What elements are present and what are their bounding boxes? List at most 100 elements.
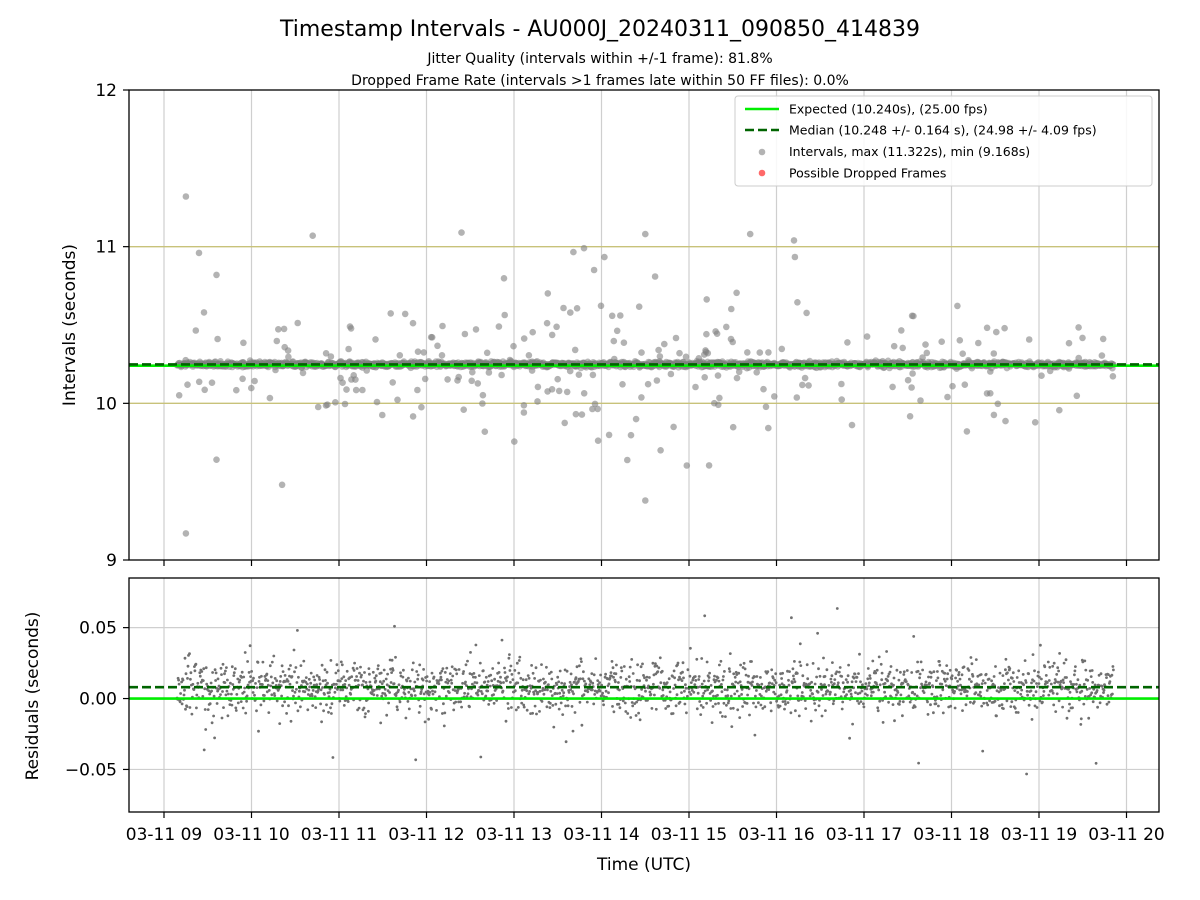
interval-point [529, 328, 536, 336]
residual-point [203, 687, 207, 691]
residual-point [1048, 665, 1052, 669]
residual-point [339, 688, 343, 692]
residual-point [849, 692, 853, 696]
interval-point [379, 411, 386, 419]
interval-point [200, 309, 208, 316]
residual-point [621, 699, 625, 703]
residual-point [530, 664, 533, 667]
residual-point [483, 680, 487, 684]
residual-point [705, 660, 709, 664]
x-tick-label: 03-11 15 [651, 825, 727, 845]
residual-point [415, 670, 419, 673]
residual-point [833, 693, 837, 697]
residual-point [823, 675, 827, 678]
residual-point [311, 704, 315, 707]
residual-point [190, 712, 194, 716]
residual-point [1008, 667, 1012, 670]
residual-point [755, 675, 759, 678]
interval-point [803, 309, 810, 317]
residual-point [342, 675, 346, 679]
residual-point [267, 689, 271, 692]
residual-point [1026, 693, 1029, 697]
residual-point [857, 702, 861, 705]
residual-point [645, 675, 649, 679]
residual-point [326, 681, 329, 685]
residual-point [937, 704, 940, 708]
residual-point [1004, 657, 1008, 661]
residual-point [770, 682, 774, 685]
residual-point [354, 678, 357, 682]
residual-point [905, 669, 909, 672]
residual-point [324, 679, 327, 682]
residual-point [654, 707, 658, 711]
residual-point [701, 694, 705, 698]
residual-point [349, 692, 353, 696]
residual-point [941, 711, 945, 715]
residual-point [393, 624, 396, 628]
residual-point [864, 682, 868, 685]
residual-point [671, 675, 674, 678]
residual-point [446, 681, 450, 685]
residual-point [364, 681, 368, 684]
residual-point [1006, 671, 1009, 675]
residual-point [245, 694, 249, 698]
residual-point [778, 683, 781, 687]
y-tick-label: 11 [95, 238, 117, 258]
residual-point [238, 678, 242, 682]
residual-point [1069, 680, 1072, 683]
residual-point [486, 689, 490, 693]
residual-point [556, 675, 560, 679]
residual-point [999, 689, 1003, 692]
residual-point [986, 703, 990, 707]
residual-point [904, 680, 908, 683]
interval-point [765, 349, 772, 356]
residual-point [702, 691, 706, 695]
residual-point [203, 708, 207, 711]
residual-point [357, 683, 360, 687]
residual-point [733, 675, 737, 679]
interval-point [944, 393, 951, 401]
interval-point [993, 328, 1000, 336]
residual-point [559, 701, 563, 705]
residual-point [747, 674, 750, 678]
residual-point [549, 670, 553, 674]
residual-point [943, 679, 947, 683]
residual-point [485, 683, 489, 687]
residual-point [750, 684, 754, 687]
residual-point [563, 682, 566, 685]
residual-point [1049, 682, 1053, 686]
residual-point [987, 677, 991, 681]
residual-point [652, 682, 655, 686]
residual-point [626, 712, 630, 715]
residual-point [230, 703, 234, 707]
residual-point [722, 675, 725, 678]
residual-point [1035, 706, 1039, 709]
residual-point [684, 683, 687, 687]
residual-point [186, 677, 189, 680]
residual-point [866, 677, 870, 681]
residual-point [1098, 701, 1102, 705]
residual-point [817, 704, 821, 708]
residual-point [443, 671, 447, 674]
residual-point [656, 670, 660, 673]
residual-point [1023, 659, 1027, 662]
residual-point [1065, 676, 1068, 679]
residual-point [932, 670, 936, 674]
residual-point [791, 667, 795, 671]
interval-point [608, 312, 616, 320]
residual-point [920, 682, 923, 686]
residual-point [178, 700, 182, 704]
residual-point [294, 666, 298, 669]
residual-point [1016, 711, 1020, 714]
residual-point [388, 691, 391, 694]
residual-point [569, 688, 572, 691]
interval-point [922, 341, 929, 348]
residual-point [524, 678, 528, 682]
residual-point [215, 702, 219, 705]
residual-point [601, 691, 604, 695]
residual-point [329, 706, 332, 710]
residual-point [911, 690, 915, 694]
interval-point [266, 394, 274, 402]
residual-point [828, 692, 832, 696]
intervals-panel-frame [128, 89, 1160, 561]
